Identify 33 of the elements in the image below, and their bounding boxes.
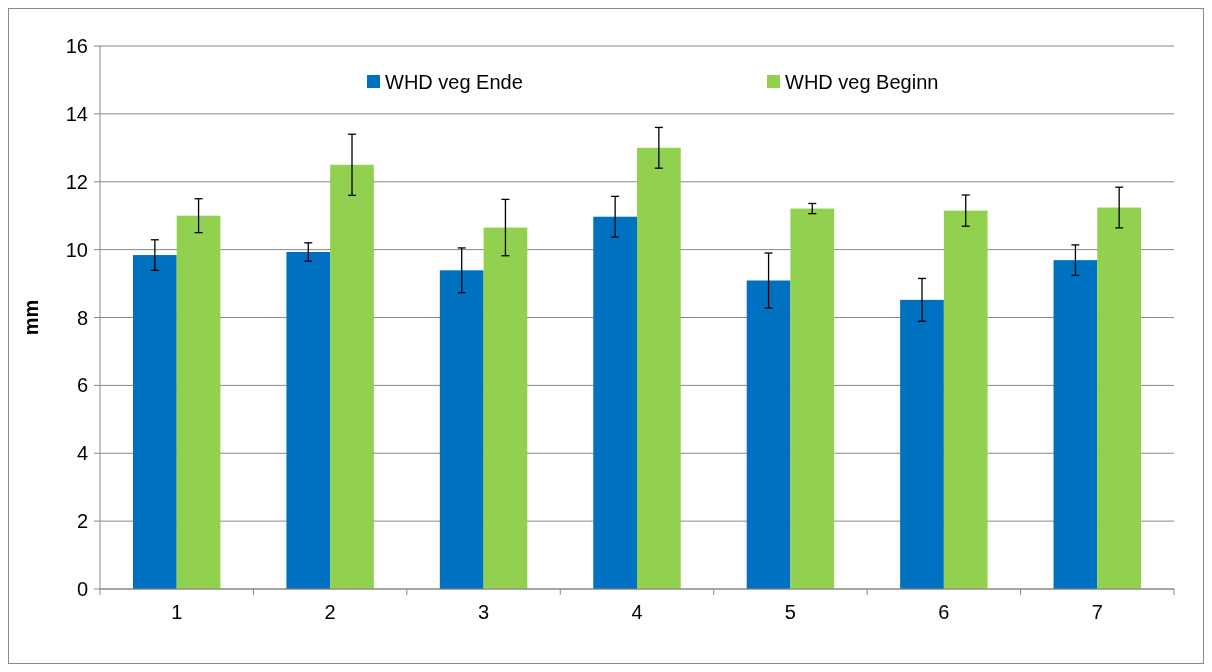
y-tick-label: 0 [76,578,88,600]
bar [132,255,177,589]
y-tick-label: 2 [76,510,88,533]
bar [176,215,221,589]
x-tick-label: 6 [938,601,950,623]
x-tick-label: 7 [1091,601,1103,623]
y-tick-label: 6 [76,374,88,397]
bar [483,227,528,589]
bar [593,216,637,589]
bar [439,270,484,589]
x-tick-label: 1 [171,601,183,623]
bar [286,252,331,589]
x-tick-label: 5 [784,601,796,623]
x-tick-label: 4 [631,601,643,623]
y-tick-label: 12 [65,170,88,193]
bar [1053,260,1098,589]
y-tick-label: 14 [65,102,88,125]
bar [330,164,374,589]
y-tick-label: 16 [65,35,88,57]
x-tick-label: 3 [478,601,490,623]
bar [790,208,835,589]
legend-label: WHD veg Ende [385,71,523,93]
y-tick-label: 10 [65,238,88,261]
bar [637,147,681,589]
y-axis-title: mm [20,299,42,336]
bar [900,299,944,589]
y-tick-label: 4 [76,442,88,465]
legend-label: WHD veg Beginn [785,71,939,93]
bar [943,210,988,589]
y-tick-label: 8 [76,306,88,329]
x-tick-label: 2 [324,601,336,623]
bar [1097,207,1142,589]
bar [746,280,791,589]
